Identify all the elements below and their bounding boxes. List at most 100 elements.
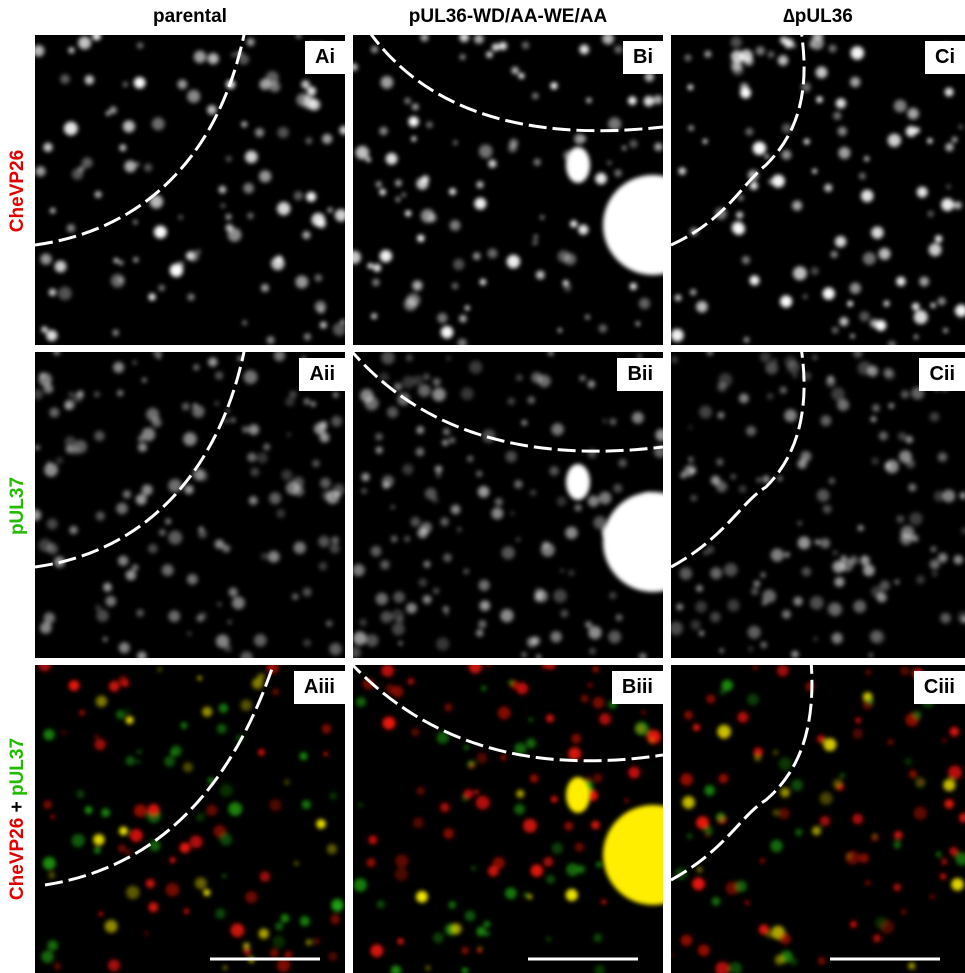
punctum <box>731 60 742 71</box>
punctum <box>353 63 358 71</box>
punctum <box>746 426 756 436</box>
punctum <box>565 527 578 540</box>
punctum <box>599 713 611 725</box>
punctum <box>459 35 469 42</box>
punctum <box>165 518 171 524</box>
punctum <box>245 891 257 903</box>
punctum <box>861 555 867 561</box>
punctum <box>136 609 144 617</box>
punctum <box>546 936 552 942</box>
punctum <box>441 326 453 338</box>
punctum <box>771 549 784 562</box>
punctum <box>119 642 130 653</box>
punctum <box>820 538 830 548</box>
punctum <box>94 431 104 441</box>
micrograph-panel: Aii <box>35 352 345 658</box>
punctum <box>35 166 45 176</box>
punctum <box>615 614 622 621</box>
punctum <box>329 792 337 800</box>
punctum <box>464 745 469 750</box>
punctum <box>780 788 790 798</box>
punctum <box>312 460 320 468</box>
punctum <box>303 587 312 596</box>
punctum <box>955 852 965 865</box>
punctum <box>407 678 414 685</box>
punctum <box>152 117 165 130</box>
punctum <box>486 665 492 668</box>
punctum <box>368 835 377 844</box>
punctum <box>703 139 708 144</box>
punctum <box>716 812 725 821</box>
punctum <box>440 803 450 813</box>
punctum <box>653 95 662 104</box>
punctum <box>699 406 712 419</box>
punctum <box>508 680 513 685</box>
punctum <box>170 264 183 277</box>
punctum <box>740 49 752 61</box>
panel-label: Bi <box>623 41 663 74</box>
punctum <box>380 560 390 570</box>
punctum <box>58 287 71 300</box>
punctum <box>487 248 497 258</box>
punctum <box>194 51 206 63</box>
punctum <box>680 773 692 785</box>
punctum <box>306 939 312 945</box>
punctum <box>636 322 640 326</box>
punctum <box>467 456 473 462</box>
punctum <box>577 865 586 874</box>
punctum <box>622 146 627 151</box>
punctum <box>757 478 761 482</box>
punctum <box>553 589 566 602</box>
punctum <box>951 878 964 891</box>
punctum <box>311 213 325 227</box>
punctum <box>367 263 373 269</box>
punctum <box>588 380 596 388</box>
punctum <box>671 356 678 363</box>
punctum <box>136 759 140 763</box>
punctum <box>247 453 256 462</box>
punctum <box>51 815 55 819</box>
punctum <box>202 707 212 717</box>
punctum <box>850 334 854 338</box>
punctum <box>521 652 527 658</box>
punctum <box>829 478 836 485</box>
punctum <box>397 938 403 944</box>
punctum <box>242 320 247 325</box>
row-label-part: pUL37 <box>7 738 28 796</box>
punctum <box>453 140 458 145</box>
punctum <box>879 431 888 440</box>
punctum <box>717 382 726 391</box>
punctum <box>228 228 242 242</box>
punctum <box>461 947 468 954</box>
punctum <box>96 696 107 707</box>
punctum <box>823 505 832 514</box>
punctum <box>706 694 715 703</box>
punctum <box>940 613 951 624</box>
punctum <box>183 432 197 446</box>
punctum <box>566 889 578 901</box>
punctum <box>684 711 693 720</box>
punctum <box>872 404 880 412</box>
punctum <box>791 651 798 658</box>
punctum <box>391 609 403 621</box>
punctum <box>377 900 385 908</box>
punctum <box>568 747 581 760</box>
punctum <box>753 580 760 587</box>
punctum <box>371 546 382 557</box>
punctum <box>893 841 901 849</box>
punctum <box>67 224 75 232</box>
punctum <box>479 600 490 611</box>
punctum <box>516 374 523 381</box>
micrograph <box>671 35 965 345</box>
punctum <box>180 842 191 853</box>
punctum <box>812 826 821 835</box>
punctum <box>474 35 484 44</box>
punctum <box>333 902 343 912</box>
punctum <box>116 710 125 719</box>
punctum <box>295 275 308 288</box>
punctum <box>154 226 167 239</box>
punctum <box>780 933 791 944</box>
punctum <box>137 651 147 658</box>
punctum <box>382 717 395 730</box>
punctum <box>862 700 872 710</box>
